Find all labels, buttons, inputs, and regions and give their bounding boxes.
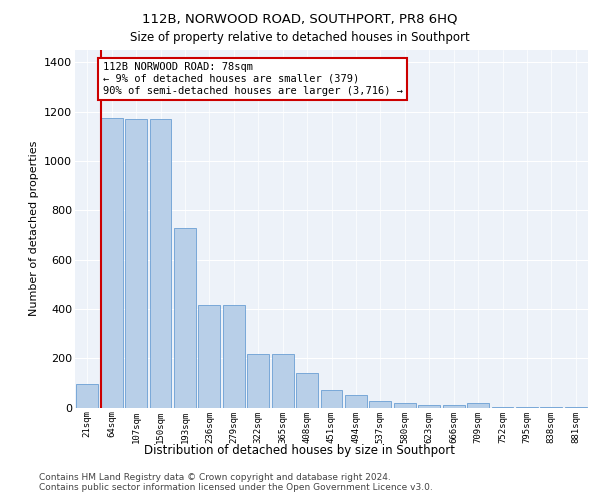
Text: Contains HM Land Registry data © Crown copyright and database right 2024.
Contai: Contains HM Land Registry data © Crown c…: [39, 472, 433, 492]
Bar: [125, 119, 147, 408]
Bar: [199, 305, 220, 408]
Bar: [467, 402, 489, 407]
Text: Size of property relative to detached houses in Southport: Size of property relative to detached ho…: [130, 31, 470, 44]
Bar: [394, 403, 416, 407]
Bar: [272, 354, 293, 408]
Bar: [223, 305, 245, 408]
Text: 112B NORWOOD ROAD: 78sqm
← 9% of detached houses are smaller (379)
90% of semi-d: 112B NORWOOD ROAD: 78sqm ← 9% of detache…: [103, 62, 403, 96]
Bar: [491, 407, 514, 408]
Bar: [418, 404, 440, 407]
Bar: [101, 118, 122, 408]
Bar: [149, 119, 172, 408]
Y-axis label: Number of detached properties: Number of detached properties: [29, 141, 38, 316]
Bar: [320, 390, 343, 407]
Text: 112B, NORWOOD ROAD, SOUTHPORT, PR8 6HQ: 112B, NORWOOD ROAD, SOUTHPORT, PR8 6HQ: [142, 12, 458, 25]
Bar: [443, 404, 464, 407]
Bar: [370, 400, 391, 407]
Bar: [174, 228, 196, 408]
Bar: [345, 395, 367, 407]
Text: Distribution of detached houses by size in Southport: Distribution of detached houses by size …: [145, 444, 455, 457]
Bar: [296, 373, 318, 408]
Bar: [247, 354, 269, 408]
Bar: [76, 384, 98, 407]
